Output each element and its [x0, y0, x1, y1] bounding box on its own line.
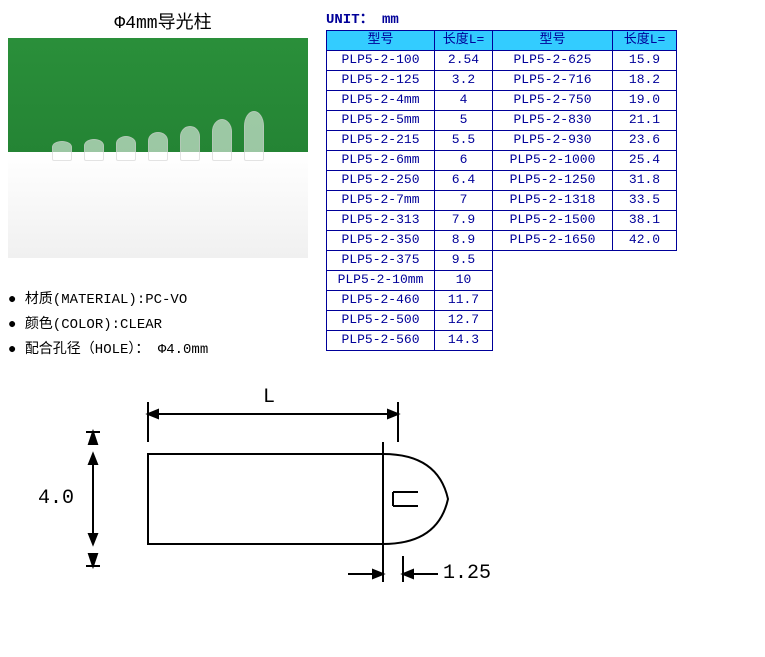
- cell-len: 3.2: [435, 71, 493, 91]
- cell-model: PLP5-2-350: [327, 231, 435, 251]
- cell-model: PLP5-2-560: [327, 331, 435, 351]
- cell-model: PLP5-2-930: [493, 131, 613, 151]
- pillar: [244, 111, 264, 161]
- cell-model: PLP5-2-7mm: [327, 191, 435, 211]
- cell-len: 8.9: [435, 231, 493, 251]
- cell-len: 7.9: [435, 211, 493, 231]
- cell-len: 15.9: [613, 51, 677, 71]
- cell-model: PLP5-2-625: [493, 51, 613, 71]
- cell-len: 38.1: [613, 211, 677, 231]
- table-row: PLP5-2-3759.5: [327, 251, 677, 271]
- cell-len: 5.5: [435, 131, 493, 151]
- pillar: [52, 141, 72, 161]
- cell-len: 14.3: [435, 331, 493, 351]
- cell-len: 10: [435, 271, 493, 291]
- cell-len: 6.4: [435, 171, 493, 191]
- cell-model: PLP5-2-500: [327, 311, 435, 331]
- cell-len: 6: [435, 151, 493, 171]
- cell-len: 9.5: [435, 251, 493, 271]
- cell-len: 19.0: [613, 91, 677, 111]
- cell-len: 11.7: [435, 291, 493, 311]
- cell-len: 25.4: [613, 151, 677, 171]
- cell-len: 5: [435, 111, 493, 131]
- cell-model: PLP5-2-313: [327, 211, 435, 231]
- cell-len: 42.0: [613, 231, 677, 251]
- table-row: PLP5-2-6mm6PLP5-2-100025.4: [327, 151, 677, 171]
- table-row: PLP5-2-1002.54PLP5-2-62515.9: [327, 51, 677, 71]
- cell-len: 4: [435, 91, 493, 111]
- th-model-1: 型号: [327, 31, 435, 51]
- cell-len: 18.2: [613, 71, 677, 91]
- dim-d-label: 4.0: [38, 487, 74, 510]
- cell-model: PLP5-2-10mm: [327, 271, 435, 291]
- cell-model: PLP5-2-750: [493, 91, 613, 111]
- technical-drawing: L 4.0 1.25: [8, 384, 528, 594]
- pillar: [180, 126, 200, 161]
- table-row: PLP5-2-56014.3: [327, 331, 677, 351]
- table-row: PLP5-2-46011.7: [327, 291, 677, 311]
- table-row: PLP5-2-5mm5PLP5-2-83021.1: [327, 111, 677, 131]
- product-title: Φ4mm导光柱: [8, 8, 318, 34]
- table-row: PLP5-2-50012.7: [327, 311, 677, 331]
- dim-L-label: L: [263, 386, 275, 409]
- table-row: PLP5-2-7mm7PLP5-2-131833.5: [327, 191, 677, 211]
- th-model-2: 型号: [493, 31, 613, 51]
- cell-model: PLP5-2-6mm: [327, 151, 435, 171]
- cell-len: 12.7: [435, 311, 493, 331]
- table-row: PLP5-2-2506.4PLP5-2-125031.8: [327, 171, 677, 191]
- spec-material: 材质(MATERIAL):PC-VO: [8, 288, 318, 313]
- cell-len: 33.5: [613, 191, 677, 211]
- cell-model: PLP5-2-1650: [493, 231, 613, 251]
- cell-model: PLP5-2-1500: [493, 211, 613, 231]
- table-row: PLP5-2-2155.5PLP5-2-93023.6: [327, 131, 677, 151]
- cell-model: PLP5-2-716: [493, 71, 613, 91]
- cell-model: PLP5-2-375: [327, 251, 435, 271]
- unit-label: UNIT： mm: [326, 8, 757, 28]
- cell-model: PLP5-2-1250: [493, 171, 613, 191]
- cell-len: 7: [435, 191, 493, 211]
- cell-len: 23.6: [613, 131, 677, 151]
- cell-model: PLP5-2-460: [327, 291, 435, 311]
- th-len-2: 长度L=: [613, 31, 677, 51]
- cell-model: PLP5-2-4mm: [327, 91, 435, 111]
- cell-model: PLP5-2-1318: [493, 191, 613, 211]
- table-row: PLP5-2-3137.9PLP5-2-150038.1: [327, 211, 677, 231]
- dimension-table: 型号 长度L= 型号 长度L= PLP5-2-1002.54PLP5-2-625…: [326, 30, 677, 351]
- spec-hole: 配合孔径（HOLE）： Φ4.0mm: [8, 338, 318, 363]
- table-row: PLP5-2-10mm10: [327, 271, 677, 291]
- cell-len: 31.8: [613, 171, 677, 191]
- cell-model: PLP5-2-215: [327, 131, 435, 151]
- cell-len: 2.54: [435, 51, 493, 71]
- th-len-1: 长度L=: [435, 31, 493, 51]
- pillar: [84, 139, 104, 161]
- cell-model: PLP5-2-100: [327, 51, 435, 71]
- pillar: [212, 119, 232, 161]
- pillar: [148, 132, 168, 161]
- cell-model: PLP5-2-5mm: [327, 111, 435, 131]
- spec-list: 材质(MATERIAL):PC-VO 颜色(COLOR):CLEAR 配合孔径（…: [8, 288, 318, 364]
- product-photo: [8, 38, 308, 258]
- pillar: [116, 136, 136, 161]
- table-row: PLP5-2-4mm4PLP5-2-75019.0: [327, 91, 677, 111]
- table-row: PLP5-2-3508.9PLP5-2-165042.0: [327, 231, 677, 251]
- table-row: PLP5-2-1253.2PLP5-2-71618.2: [327, 71, 677, 91]
- cell-len: 21.1: [613, 111, 677, 131]
- cell-model: PLP5-2-1000: [493, 151, 613, 171]
- cell-model: PLP5-2-830: [493, 111, 613, 131]
- cell-model: PLP5-2-125: [327, 71, 435, 91]
- cell-model: PLP5-2-250: [327, 171, 435, 191]
- spec-color: 颜色(COLOR):CLEAR: [8, 313, 318, 338]
- dim-flange-label: 1.25: [443, 562, 491, 585]
